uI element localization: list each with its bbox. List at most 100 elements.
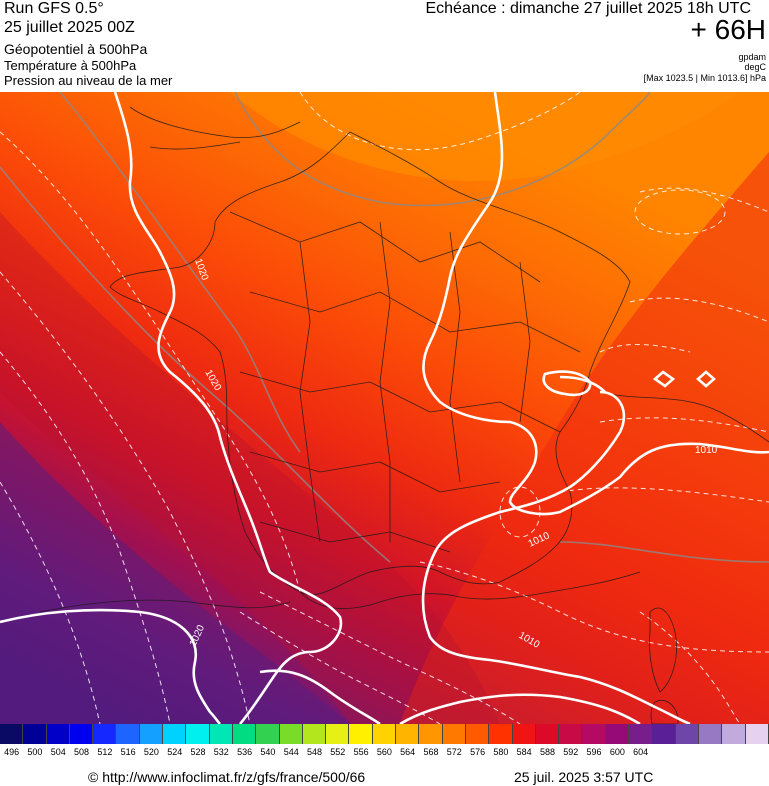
color-scale-label: 536: [237, 747, 253, 757]
color-scale-labels: 496 500 504 508 512 516 520 524 528 532 536 540 544 5…: [0, 747, 769, 761]
color-scale-label: 504: [50, 747, 66, 757]
color-swatch: [186, 724, 210, 744]
isobar-1010-southeast: [421, 390, 691, 724]
isotherm: [639, 611, 741, 724]
isobar-1010-central: [422, 92, 769, 516]
color-swatch: [652, 724, 676, 744]
geopotential-contours: [0, 92, 769, 563]
isobar-ring: [696, 370, 716, 388]
isotherm: [599, 417, 769, 433]
color-scale-label: 532: [213, 747, 229, 757]
isobar-label: 1010: [695, 445, 718, 456]
isotherm: [629, 297, 769, 323]
color-scale-label: 520: [143, 747, 159, 757]
map-svg: 1020 1020 1010 1010 1020 1010: [0, 92, 769, 724]
geopotential-band-east: [400, 152, 769, 724]
color-swatch: [232, 724, 257, 744]
color-scale-label: 572: [446, 747, 462, 757]
color-swatch: [675, 724, 699, 744]
borders: [39, 106, 769, 724]
forecast-map: 1020 1020 1010 1010 1020 1010: [0, 92, 769, 724]
color-scale-label: 548: [306, 747, 323, 757]
color-scale-label: 588: [539, 747, 555, 757]
color-scale-label: 592: [563, 747, 579, 757]
temperature-isotherms: [0, 92, 769, 724]
map-header: Run GFS 0.5° 25 juillet 2025 00Z Géopote…: [0, 0, 769, 92]
color-swatch: [349, 724, 373, 744]
geopotential-contour: [0, 166, 391, 563]
color-scale-label: 508: [74, 747, 90, 757]
isobar-1010-east: [559, 375, 606, 393]
color-scale-label: 552: [330, 747, 346, 757]
color-swatch: [582, 724, 606, 744]
color-swatch: [512, 724, 536, 744]
isotherm: [0, 481, 101, 724]
color-swatch: [256, 724, 280, 744]
color-scale-label: 584: [516, 747, 532, 757]
field-pressure-label: Pression au niveau de la mer: [4, 73, 173, 88]
sardinia: [650, 700, 679, 724]
color-swatch: [93, 724, 117, 744]
color-scale: [0, 724, 769, 744]
geopotential-contour: [59, 92, 301, 453]
color-swatch: [535, 724, 560, 744]
color-scale-label: 528: [190, 747, 206, 757]
color-scale-label: 544: [283, 747, 299, 757]
isotherm-closed: [499, 486, 541, 538]
isotherm: [559, 487, 769, 503]
run-date-label: 25 juillet 2025 00Z: [4, 19, 135, 36]
color-scale-label: 560: [376, 747, 392, 757]
isotherm: [639, 187, 769, 213]
coastline-mediterranean: [299, 571, 641, 609]
color-swatch: [559, 724, 583, 744]
color-scale-label: 604: [633, 747, 649, 757]
isotherm-closed: [634, 189, 726, 235]
pressure-range-label: [Max 1023.5 | Min 1013.6] hPa: [643, 73, 766, 83]
isotherm: [239, 611, 441, 724]
isotherm: [0, 271, 251, 724]
color-swatch: [442, 724, 466, 744]
field-temperature-label: Température à 500hPa: [4, 58, 137, 73]
color-swatch: [489, 724, 513, 744]
coastline-uk: [129, 106, 301, 150]
isobar-closed-north: [542, 370, 592, 397]
color-swatch: [279, 724, 303, 744]
field-geopotential-label: Géopotentiel à 500hPa: [4, 41, 148, 57]
color-swatch: [605, 724, 630, 744]
color-scale-label: 564: [400, 747, 416, 757]
color-swatch: [745, 724, 769, 744]
color-swatch: [209, 724, 233, 744]
isobar-1010-south: [399, 693, 641, 724]
color-swatch: [419, 724, 443, 744]
coastline-italy: [599, 391, 769, 443]
color-swatch: [465, 724, 490, 744]
color-scale-label: 556: [353, 747, 369, 757]
corsica: [649, 607, 677, 693]
isobars: [0, 92, 769, 724]
color-swatch: [139, 724, 164, 744]
color-swatch: [326, 724, 350, 744]
color-scale-label: 568: [423, 747, 439, 757]
geopotential-band-southwest: [0, 422, 350, 724]
geopotential-contour: [559, 541, 769, 563]
color-swatch: [0, 724, 24, 744]
color-scale-label: 496: [4, 747, 20, 757]
geopotential-band-north: [230, 92, 740, 181]
department-lines: [229, 211, 581, 553]
color-swatch: [46, 724, 70, 744]
isobar-1020-southwest: [0, 608, 221, 724]
color-scale-label: 596: [586, 747, 602, 757]
color-swatch: [629, 724, 653, 744]
model-run-label: Run GFS 0.5°: [4, 0, 104, 17]
color-swatch: [698, 724, 723, 744]
isotherm: [0, 131, 301, 593]
color-scale-label: 540: [260, 747, 276, 757]
color-swatch: [302, 724, 327, 744]
source-url: © http://www.infoclimat.fr/z/gfs/france/…: [88, 769, 366, 785]
color-scale-label: 580: [493, 747, 509, 757]
isotherm: [0, 351, 171, 724]
color-scale-label: 524: [167, 747, 183, 757]
isobar-1020-west: [113, 92, 343, 724]
color-swatch: [372, 724, 397, 744]
color-scale-label: 500: [27, 747, 43, 757]
